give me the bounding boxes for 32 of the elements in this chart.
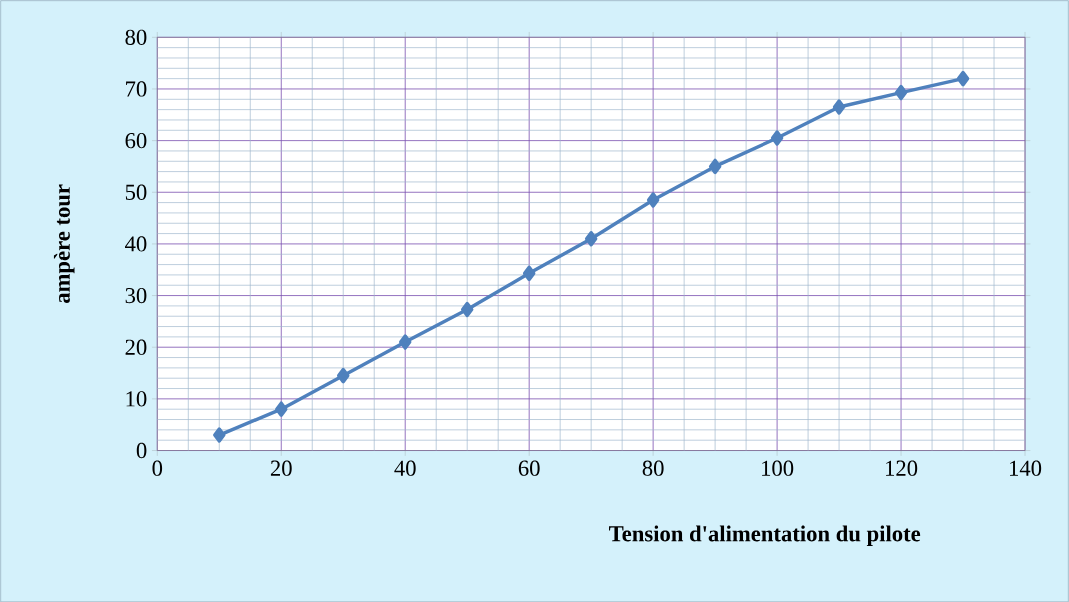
y-tick-label: 50 [125,184,147,200]
point [584,230,598,247]
point [708,158,722,174]
x-axis-title: Tension d'alimentation du pilote [609,525,921,546]
point [460,301,474,318]
x-tick-label: 100 [762,460,794,476]
x-tick-label: 0 [152,460,163,476]
y-tick-label: 80 [125,29,147,45]
y-tick-label: 10 [126,390,147,407]
point [275,401,288,417]
x-tick-label: 80 [642,460,664,476]
y-tick-label: 70 [126,81,147,97]
x-tick-label: 40 [394,460,416,476]
y-axis-title: ampère tour [53,184,75,303]
point [956,70,970,87]
x-tick-label: 20 [270,460,292,476]
point [894,84,908,101]
x-tick-label: 140 [1010,460,1042,476]
y-tick-label: 30 [125,287,147,303]
point [336,367,350,384]
point [646,192,660,208]
x-tick-label: 120 [886,460,918,476]
point [770,130,784,146]
point [832,99,846,115]
y-tick-label: 20 [125,339,147,355]
y-tick-label: 60 [125,132,147,149]
point [522,265,536,281]
point [398,334,412,350]
y-tick-label: 40 [125,236,147,252]
x-tick-label: 60 [518,460,540,476]
point [213,427,226,443]
y-tick-label: 0 [136,442,147,458]
